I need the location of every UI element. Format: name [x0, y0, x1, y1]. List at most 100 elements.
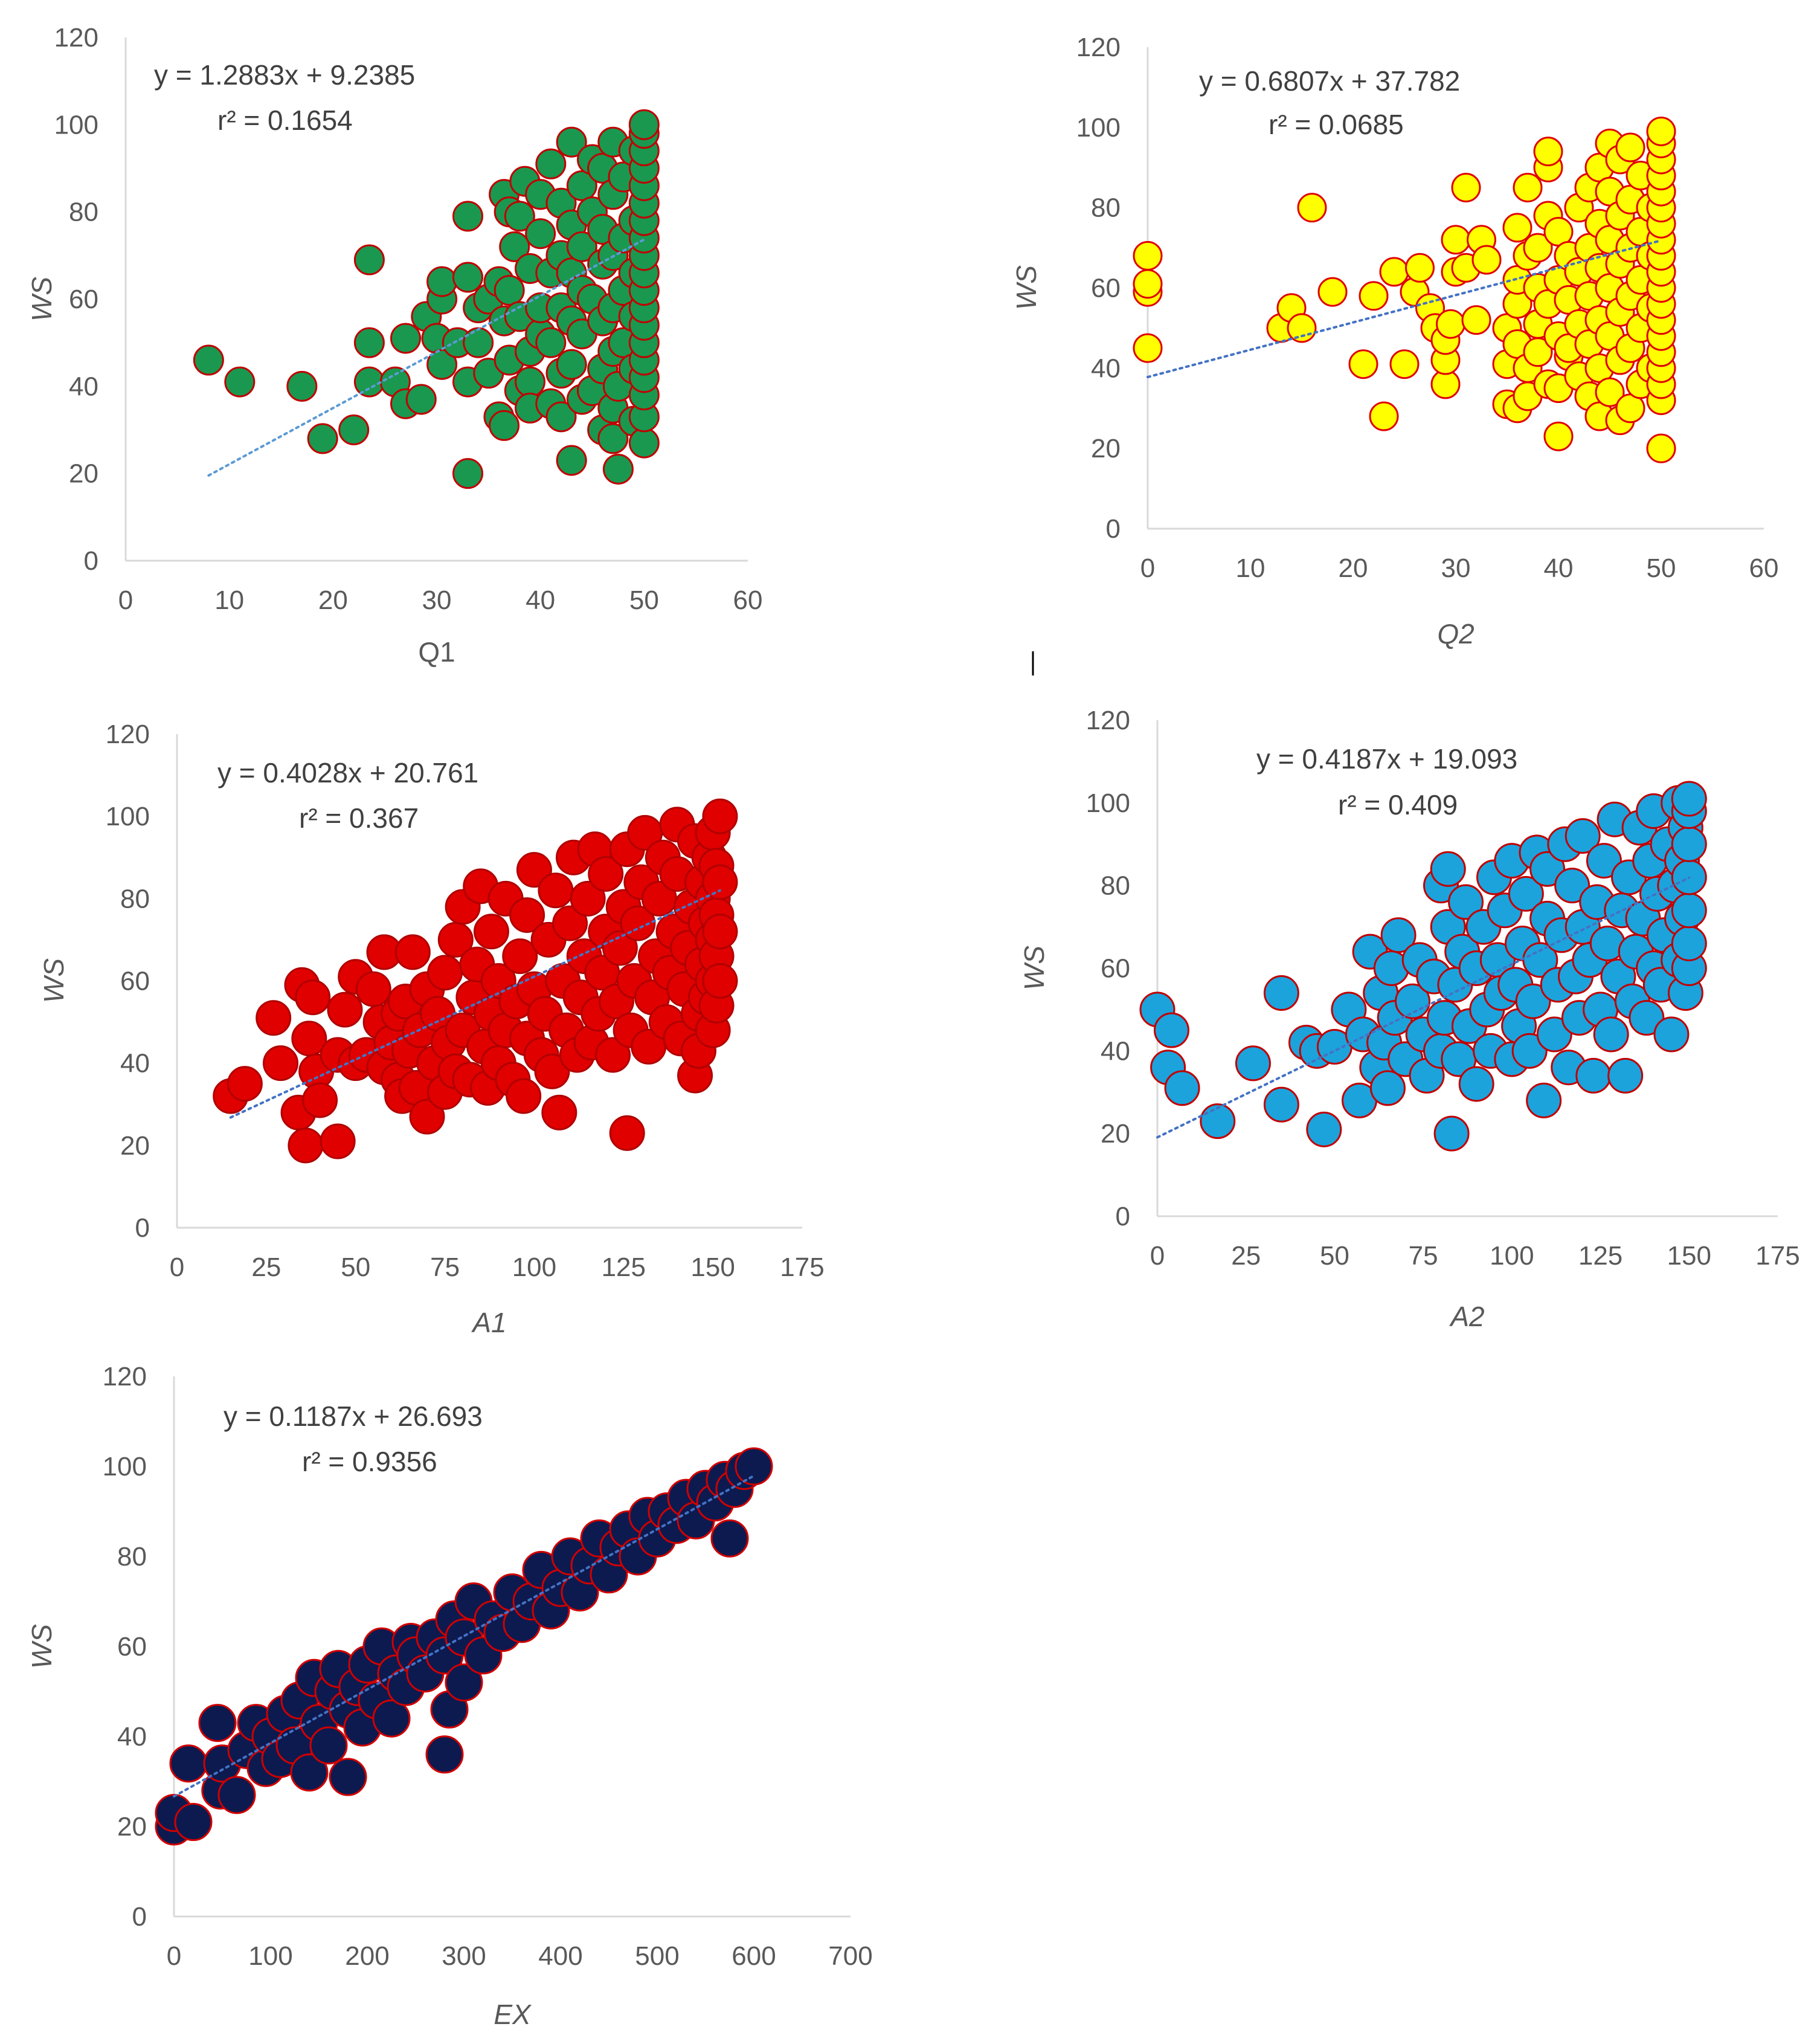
chart-a1-y-tick-label: 0	[135, 1213, 150, 1243]
data-point	[534, 1053, 570, 1089]
chart-q2-r-squared: r² = 0.0685	[1269, 109, 1404, 140]
data-point	[628, 109, 660, 140]
chart-a1-x-tick-label: 125	[602, 1253, 646, 1282]
chart-q1-trendline	[207, 238, 646, 477]
chart-q1-x-tick-label: 40	[526, 585, 555, 615]
data-point	[263, 1045, 299, 1082]
chart-q2-y-label: WS	[1011, 265, 1042, 310]
data-point	[1133, 269, 1163, 299]
data-point	[193, 344, 224, 376]
chart-q1-points	[193, 109, 660, 489]
data-point	[338, 414, 370, 445]
chart-a2-y-tick-label: 40	[1101, 1036, 1130, 1066]
chart-q1-y-tick-label: 40	[69, 372, 98, 401]
chart-ex-x-tick-label: 700	[828, 1941, 872, 1971]
chart-a2-y-tick-label: 0	[1116, 1202, 1130, 1231]
data-point	[525, 218, 556, 250]
data-point	[541, 1094, 577, 1130]
chart-q1-y-tick-label: 100	[54, 110, 98, 140]
data-point	[602, 453, 634, 485]
chart-ex-x-tick-label: 600	[732, 1941, 776, 1971]
chart-q2-x-tick-label: 0	[1140, 553, 1155, 583]
data-point	[1287, 313, 1317, 343]
data-point	[1306, 1111, 1342, 1147]
data-point	[1133, 333, 1163, 363]
data-point	[1297, 193, 1327, 223]
data-point	[427, 955, 463, 991]
chart-q2-x-tick-label: 30	[1441, 553, 1471, 583]
data-point	[426, 266, 458, 297]
data-point	[1348, 349, 1378, 379]
data-point	[545, 401, 577, 433]
data-point	[227, 1066, 263, 1102]
data-point	[1471, 245, 1502, 275]
chart-a2-x-tick-label: 0	[1150, 1241, 1165, 1271]
chart-a2-x-tick-label: 100	[1490, 1241, 1534, 1271]
chart-q1-y-tick-label: 80	[69, 198, 98, 227]
chart-a1-x-tick-label: 50	[341, 1253, 370, 1282]
chart-q1-y-label: WS	[26, 277, 57, 321]
data-point	[1436, 309, 1465, 339]
chart-q2-y-tick-label: 20	[1091, 434, 1121, 463]
data-point	[1379, 257, 1409, 287]
chart-q1-x-tick-label: 60	[733, 585, 763, 615]
chart-ex-x-tick-label: 500	[635, 1941, 679, 1971]
chart-ex-y-tick-label: 40	[117, 1722, 147, 1752]
data-point	[588, 856, 624, 892]
chart-q2-x-label: Q2	[1437, 618, 1474, 650]
data-point	[710, 1519, 749, 1558]
data-point	[1671, 781, 1707, 817]
chart-a1-x-tick-label: 25	[251, 1253, 281, 1282]
data-point	[1575, 1057, 1612, 1094]
data-point	[409, 1098, 445, 1135]
chart-ex-x-tick-label: 100	[248, 1941, 292, 1971]
data-point	[256, 1000, 292, 1036]
chart-q2-y-tick-label: 60	[1091, 274, 1121, 303]
chart-q1-x-tick-label: 30	[422, 585, 452, 615]
data-point	[1595, 377, 1625, 407]
data-point	[609, 1115, 645, 1151]
data-point	[198, 1704, 237, 1743]
data-point	[390, 323, 421, 354]
data-point	[509, 897, 545, 933]
chart-a2-y-ticks: 0 20 40 60 80 100 120	[1086, 706, 1130, 1231]
data-point	[290, 1753, 329, 1792]
data-point	[1433, 1115, 1470, 1152]
data-point	[556, 126, 587, 158]
chart-ex-y-tick-label: 80	[117, 1542, 147, 1572]
chart-q2-y-tick-label: 0	[1106, 514, 1121, 544]
chart-q1-x-tick-label: 10	[214, 585, 244, 615]
chart-a2-x-tick-label: 175	[1755, 1241, 1799, 1271]
chart-a2-x-ticks: 0 25 50 75 100 125 150 175	[1150, 1241, 1800, 1271]
data-point	[452, 262, 483, 293]
chart-q2-x-tick-label: 10	[1236, 553, 1265, 583]
chart-ex-x-label: EX	[494, 1999, 532, 2030]
chart-a2-x-tick-label: 25	[1231, 1241, 1261, 1271]
chart-a2-x-label: A2	[1449, 1301, 1484, 1332]
data-point	[1263, 975, 1299, 1011]
chart-q1-y-tick-label: 0	[84, 546, 98, 576]
data-point	[224, 366, 256, 398]
data-point	[1153, 1012, 1189, 1048]
chart-a2-equation: y = 0.4187x + 19.093	[1256, 743, 1517, 775]
chart-q1-y-ticks: 0 20 40 60 80 100 120	[54, 23, 98, 576]
data-point	[538, 872, 574, 909]
chart-q2-x-tick-label: 20	[1339, 553, 1368, 583]
chart-a2-y-tick-label: 60	[1101, 954, 1130, 984]
data-point	[702, 963, 738, 999]
chart-q1-y-tick-label: 120	[54, 23, 98, 53]
data-point	[556, 349, 587, 380]
data-point	[735, 1447, 773, 1486]
chart-q1-x-tick-label: 20	[318, 585, 348, 615]
chart-q2: 0 20 40 60 80 100 120 0 10 20 30 40 50 60 y = 0.6807…	[1011, 33, 1778, 650]
chart-q1-r-squared: r² = 0.1654	[217, 105, 353, 136]
data-point	[1536, 1016, 1572, 1053]
chart-a1-y-tick-label: 60	[120, 967, 150, 996]
data-point	[1441, 225, 1471, 255]
data-point	[1533, 137, 1563, 167]
chart-q1-y-tick-label: 60	[69, 285, 98, 314]
data-point	[372, 1699, 411, 1738]
chart-a1-points	[213, 798, 738, 1164]
chart-a1-x-tick-label: 175	[780, 1253, 824, 1282]
